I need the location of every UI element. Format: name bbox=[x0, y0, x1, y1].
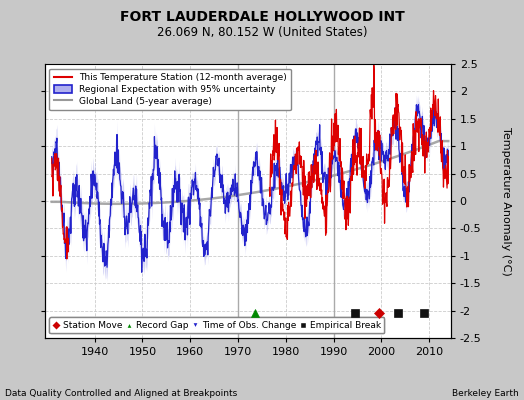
Text: Berkeley Earth: Berkeley Earth bbox=[452, 389, 519, 398]
Legend: Station Move, Record Gap, Time of Obs. Change, Empirical Break: Station Move, Record Gap, Time of Obs. C… bbox=[49, 317, 384, 334]
Text: 26.069 N, 80.152 W (United States): 26.069 N, 80.152 W (United States) bbox=[157, 26, 367, 39]
Text: Data Quality Controlled and Aligned at Breakpoints: Data Quality Controlled and Aligned at B… bbox=[5, 389, 237, 398]
Y-axis label: Temperature Anomaly (°C): Temperature Anomaly (°C) bbox=[501, 127, 511, 275]
Text: FORT LAUDERDALE HOLLYWOOD INT: FORT LAUDERDALE HOLLYWOOD INT bbox=[119, 10, 405, 24]
